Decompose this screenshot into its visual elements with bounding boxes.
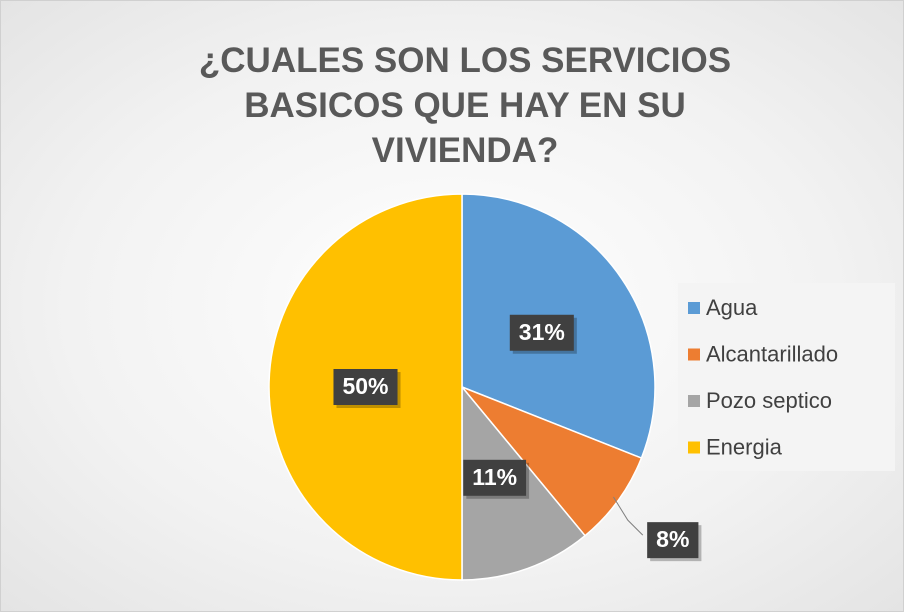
data-label-text: 8% xyxy=(656,526,689,552)
data-label: 8% xyxy=(647,522,702,562)
legend-label: Energia xyxy=(706,434,783,459)
data-label-box xyxy=(509,314,574,351)
data-label-box xyxy=(333,369,398,405)
data-label: 50% xyxy=(333,369,401,408)
leader-line xyxy=(613,496,644,536)
legend-label: Pozo septico xyxy=(706,388,832,413)
data-label-box xyxy=(647,522,699,559)
legend-swatch xyxy=(688,302,700,314)
data-label: 11% xyxy=(463,459,530,499)
legend-box xyxy=(678,283,895,471)
data-label-text: 11% xyxy=(472,464,517,490)
data-label-box xyxy=(463,459,527,496)
legend-label: Agua xyxy=(706,295,758,320)
legend-swatch xyxy=(688,395,700,407)
legend-label: Alcantarillado xyxy=(706,341,838,366)
legend-swatch xyxy=(688,348,700,361)
legend-swatch xyxy=(688,441,700,454)
chart-title: ¿CUALES SON LOS SERVICIOS BASICOS QUE HA… xyxy=(198,41,732,170)
pie-slice xyxy=(461,386,643,537)
data-label-text: 31% xyxy=(519,319,565,345)
data-label: 31% xyxy=(509,314,577,354)
data-label-text: 50% xyxy=(342,373,388,399)
